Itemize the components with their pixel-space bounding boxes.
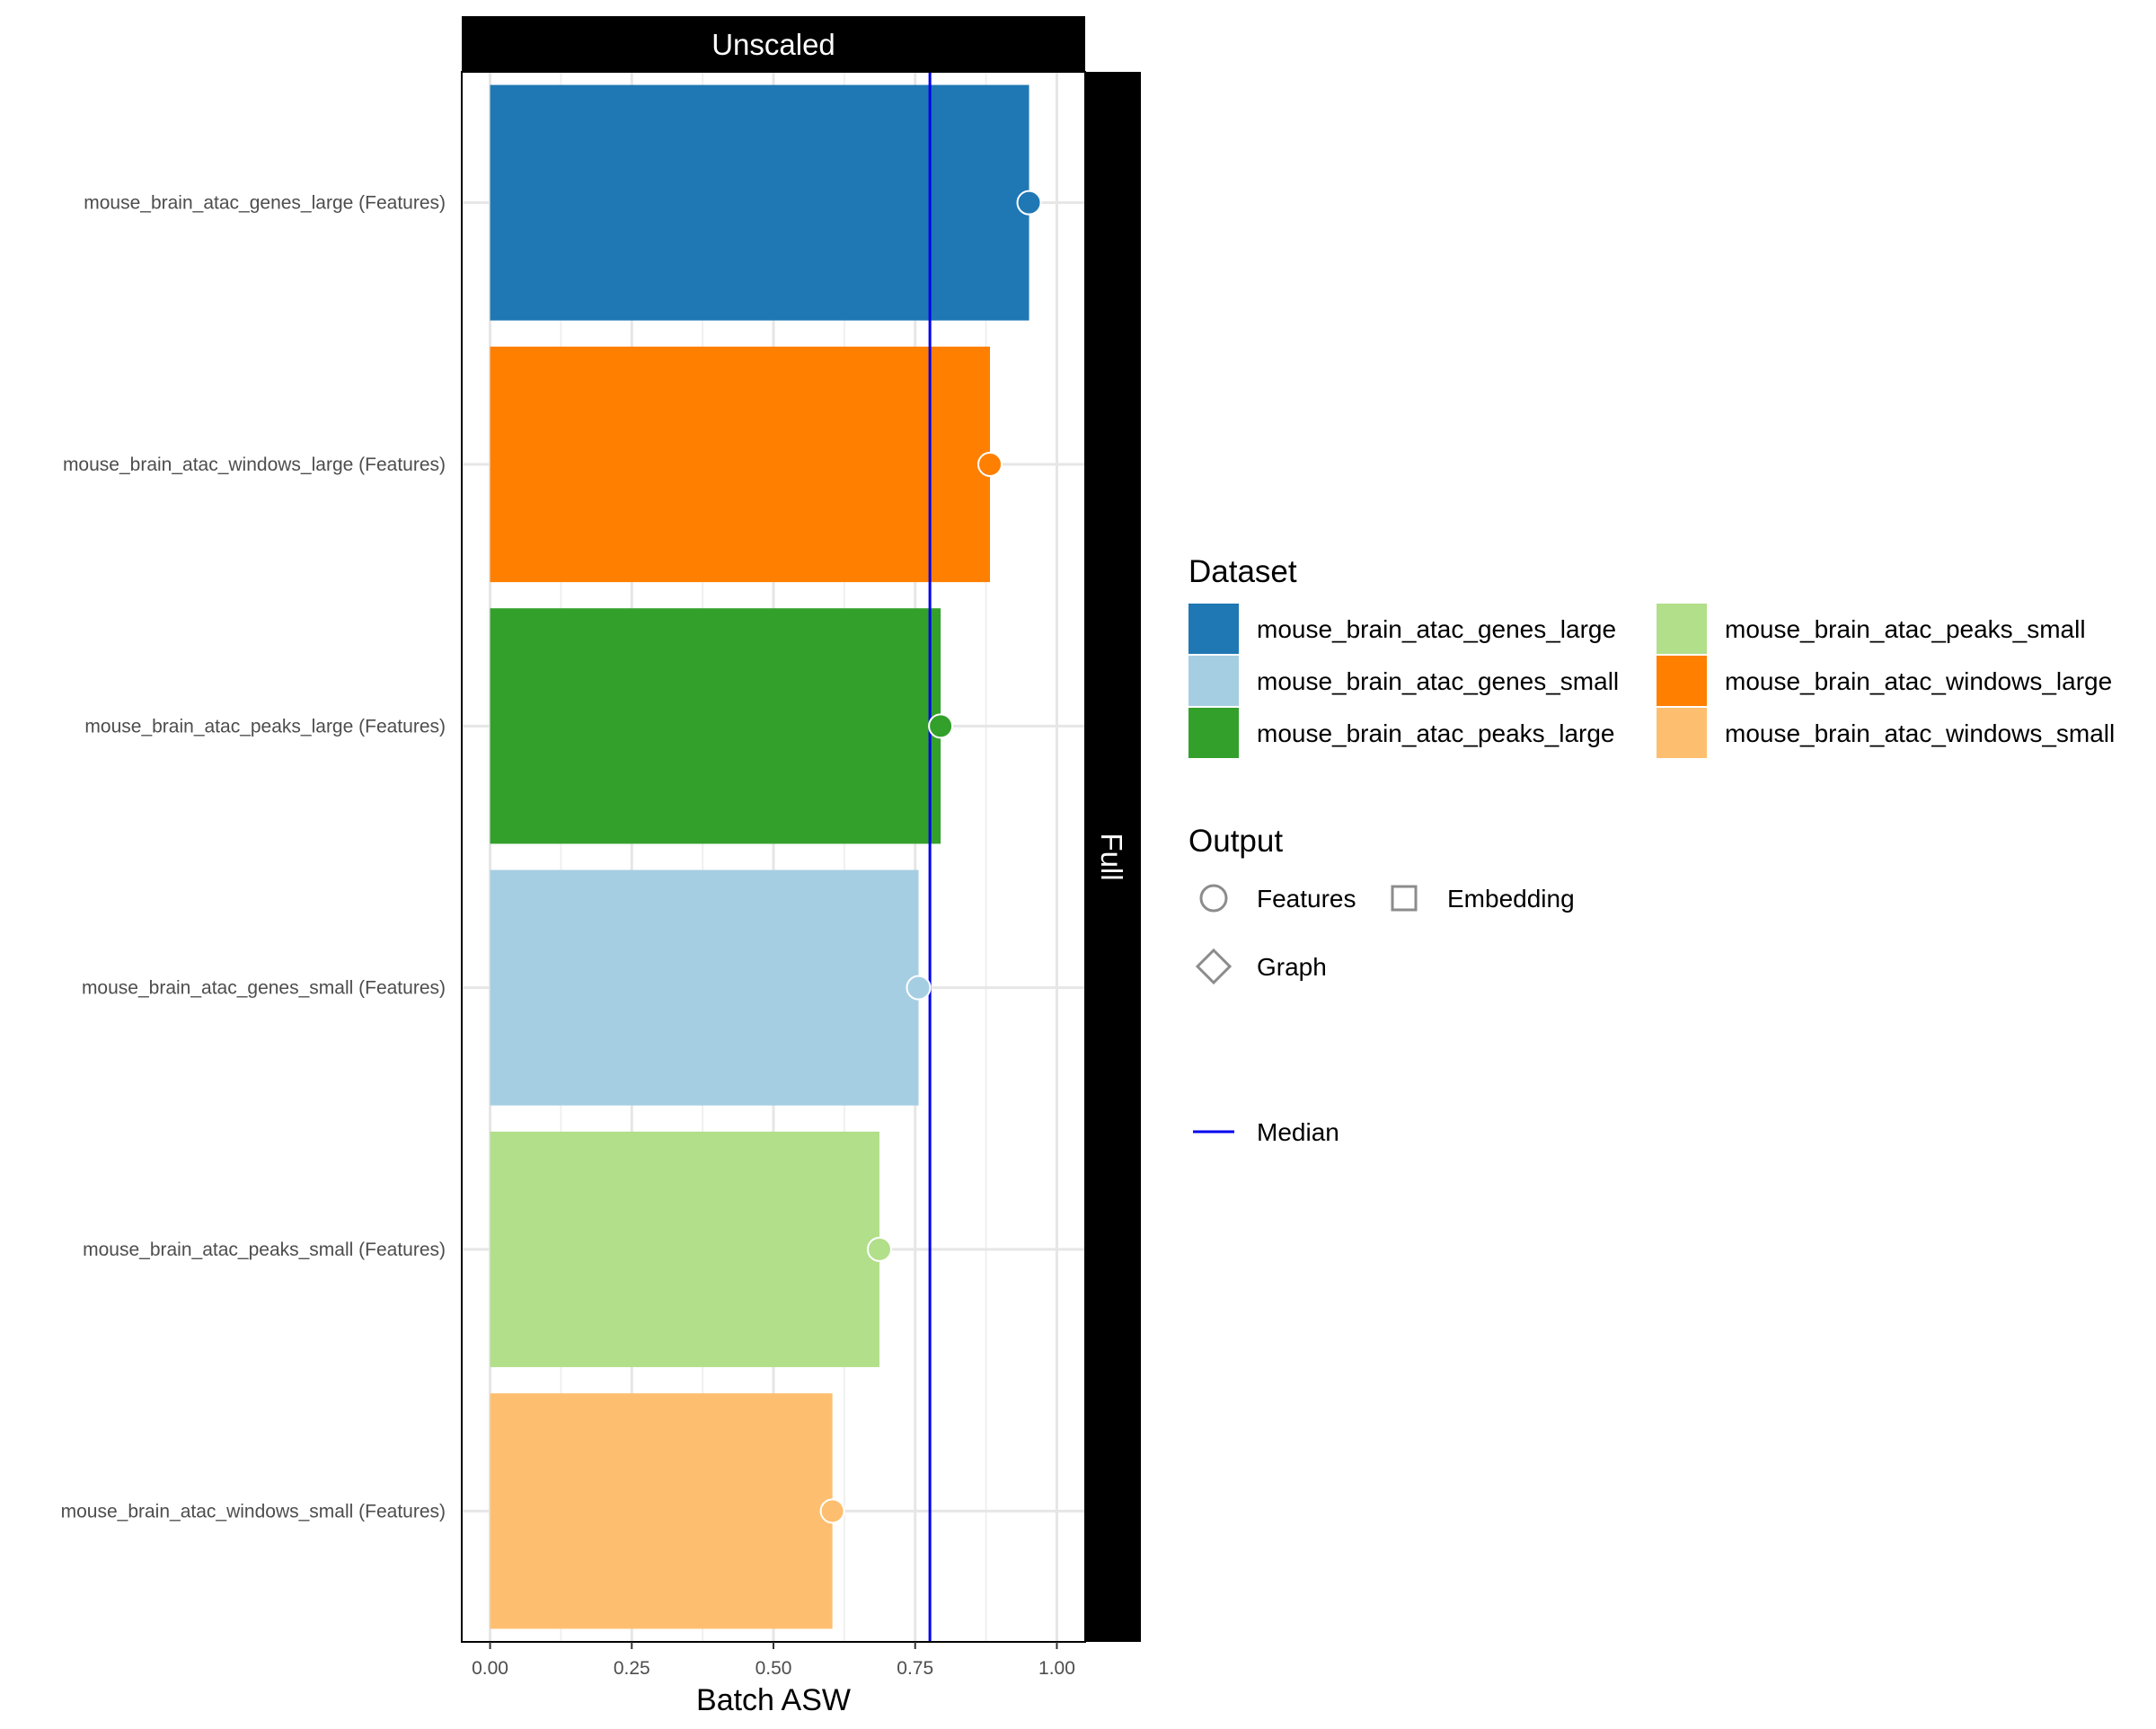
legend: Dataset mouse_brain_atac_genes_largemous… — [1188, 554, 2115, 1146]
legend-key-5 — [1657, 656, 1707, 706]
legend-label-4: mouse_brain_atac_peaks_small — [1725, 615, 2086, 643]
bar-3 — [490, 608, 941, 844]
x-tick-label: 1.00 — [1038, 1658, 1075, 1679]
facet-strip-right — [1085, 72, 1141, 1642]
legend-label-6: mouse_brain_atac_windows_small — [1725, 719, 2115, 747]
legend-key-2 — [1188, 656, 1239, 706]
facet-strip-right-label: Full — [1095, 833, 1128, 880]
legend-key-3 — [1188, 708, 1239, 758]
x-tick-label: 0.75 — [897, 1658, 933, 1679]
y-axis-ticks: mouse_brain_atac_genes_large (Features) m… — [61, 193, 446, 1522]
point-4 — [906, 975, 932, 1001]
legend-output-label-2: Embedding — [1447, 885, 1575, 913]
x-tick-label: 0.25 — [614, 1658, 650, 1679]
y-tick-label: mouse_brain_atac_windows_small (Features… — [61, 1501, 446, 1522]
legend-output-label-1: Features — [1257, 885, 1356, 913]
legend-circle-icon — [1199, 884, 1228, 913]
point-5 — [866, 1237, 892, 1262]
legend-key-6 — [1657, 708, 1707, 758]
bar-6 — [490, 1393, 833, 1629]
bar-2 — [490, 346, 991, 583]
legend-output-title: Output — [1188, 824, 1283, 859]
legend-label-1: mouse_brain_atac_genes_large — [1257, 615, 1616, 643]
point-3 — [928, 713, 954, 739]
legend-output-label-3: Graph — [1257, 953, 1327, 981]
x-tick-label: 0.00 — [472, 1658, 508, 1679]
points — [819, 190, 1042, 1524]
legend-label-2: mouse_brain_atac_genes_small — [1257, 667, 1619, 695]
y-tick-label: mouse_brain_atac_genes_large (Features) — [84, 193, 446, 214]
y-tick-label: mouse_brain_atac_genes_small (Features) — [82, 978, 446, 999]
facet-strip-top-label: Unscaled — [711, 28, 835, 61]
bar-4 — [490, 869, 919, 1106]
x-tick-label: 0.50 — [755, 1658, 792, 1679]
legend-dataset-items: mouse_brain_atac_genes_large mouse_brain_… — [1188, 604, 2115, 758]
legend-key-1 — [1188, 604, 1239, 654]
bar-5 — [490, 1131, 879, 1368]
facet-strip-top — [462, 16, 1085, 72]
x-axis-ticks: 0.00 0.25 0.50 0.75 1.00 — [472, 1642, 1075, 1679]
y-tick-label: mouse_brain_atac_peaks_large (Features) — [84, 716, 446, 737]
legend-median-label: Median — [1257, 1118, 1339, 1146]
legend-diamond-icon — [1195, 948, 1233, 985]
x-axis-title: Batch ASW — [696, 1683, 851, 1717]
y-tick-label: mouse_brain_atac_peaks_small (Features) — [83, 1239, 446, 1260]
point-2 — [977, 452, 1003, 477]
legend-label-3: mouse_brain_atac_peaks_large — [1257, 719, 1615, 747]
legend-dataset-title: Dataset — [1188, 554, 1297, 589]
bars — [490, 84, 1029, 1629]
legend-key-4 — [1657, 604, 1707, 654]
bar-1 — [490, 84, 1029, 321]
legend-output-items: Features Embedding Graph — [1195, 884, 1575, 985]
legend-square-icon — [1391, 885, 1418, 912]
legend-label-5: mouse_brain_atac_windows_large — [1725, 667, 2112, 695]
y-tick-label: mouse_brain_atac_windows_large (Features… — [63, 454, 446, 475]
point-1 — [1016, 190, 1042, 216]
point-6 — [819, 1498, 845, 1524]
